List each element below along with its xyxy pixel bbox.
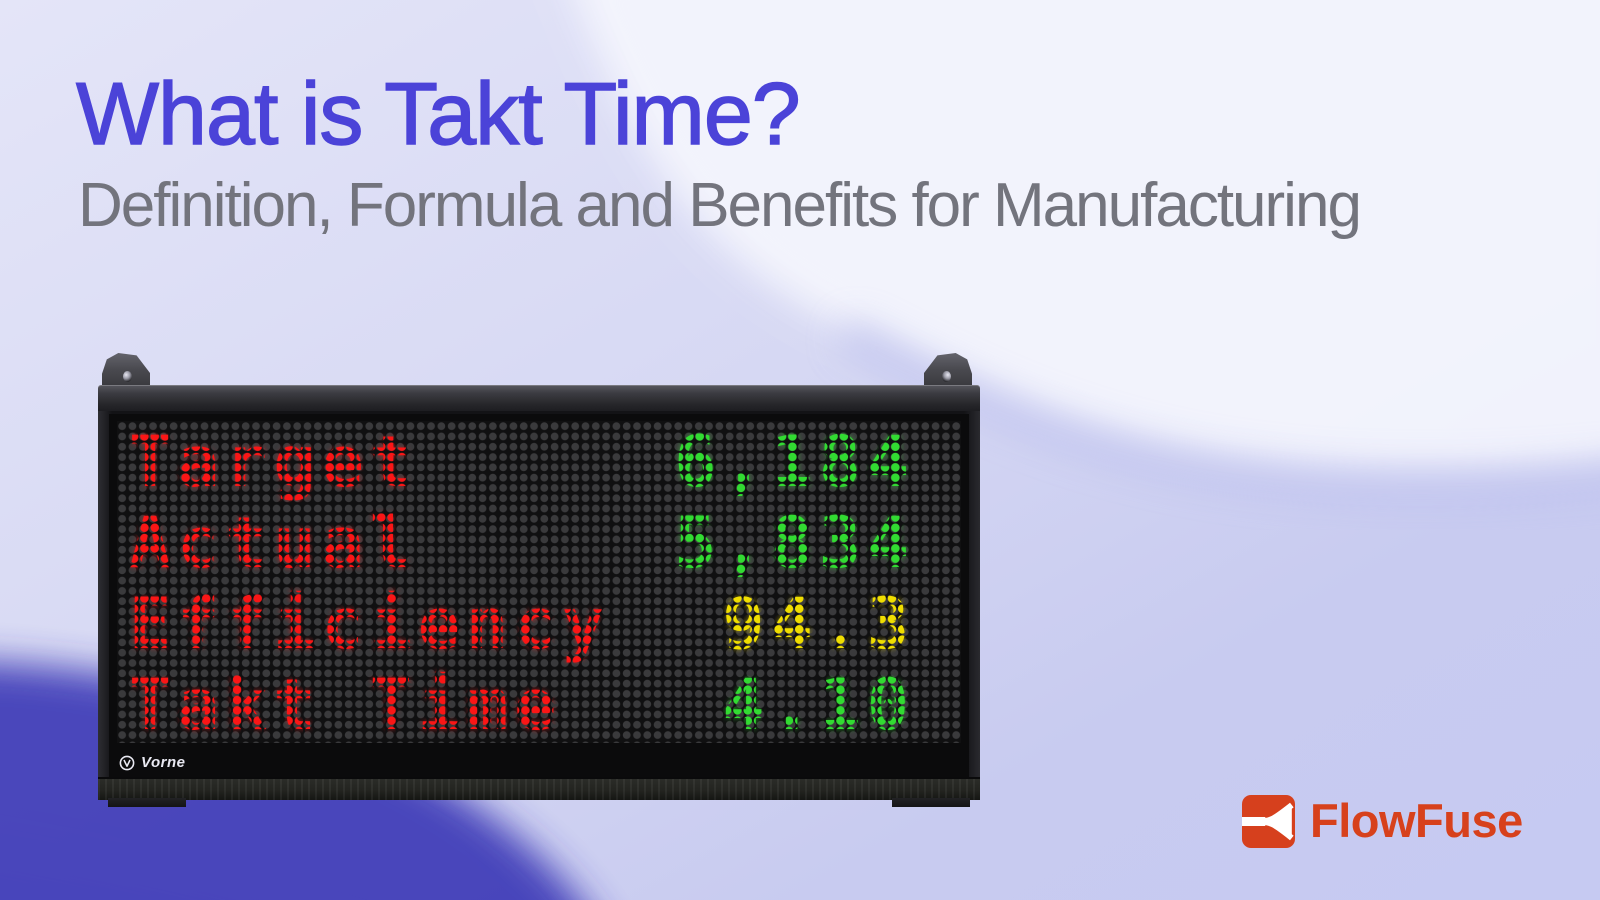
scoreboard-top-rail [98, 385, 980, 412]
flowfuse-brand-text: FlowFuse [1310, 794, 1523, 847]
row-value: 4.10 [722, 663, 915, 746]
scoreboard-foot-right [892, 798, 970, 807]
flowfuse-logo-icon [1242, 795, 1295, 848]
row-label: Actual [129, 501, 418, 584]
led-panel: Target 6,184 Actual 5,834 Efficiency 94.… [109, 414, 969, 779]
flowfuse-logo: FlowFuse [1242, 795, 1523, 848]
row-value: 94.3 [722, 582, 915, 665]
scoreboard-body: Target 6,184 Actual 5,834 Efficiency 94.… [98, 411, 980, 807]
led-dot-matrix: Target 6,184 Actual 5,834 Efficiency 94.… [117, 420, 961, 746]
vorne-logo-icon [119, 755, 135, 770]
row-label: Efficiency [129, 582, 611, 665]
led-scoreboard: Target 6,184 Actual 5,834 Efficiency 94.… [98, 353, 980, 807]
page-subtitle: Definition, Formula and Benefits for Man… [78, 171, 1362, 240]
scoreboard-row: Target 6,184 [117, 420, 961, 503]
scoreboard-row: Takt Time 4.10 [117, 663, 961, 746]
row-label: Target [129, 420, 418, 503]
row-value: 6,184 [674, 420, 915, 503]
vorne-logo: Vorne [119, 754, 185, 771]
row-value: 5,834 [674, 501, 915, 584]
scoreboard-foot-left [108, 798, 186, 807]
scoreboard-row: Actual 5,834 [117, 501, 961, 584]
row-label: Takt Time [129, 663, 563, 746]
vorne-brand-text: Vorne [141, 754, 186, 771]
page-title: What is Takt Time? [75, 64, 801, 163]
scoreboard-row: Efficiency 94.3 [117, 582, 961, 665]
scoreboard-bottom-rail [98, 777, 980, 800]
